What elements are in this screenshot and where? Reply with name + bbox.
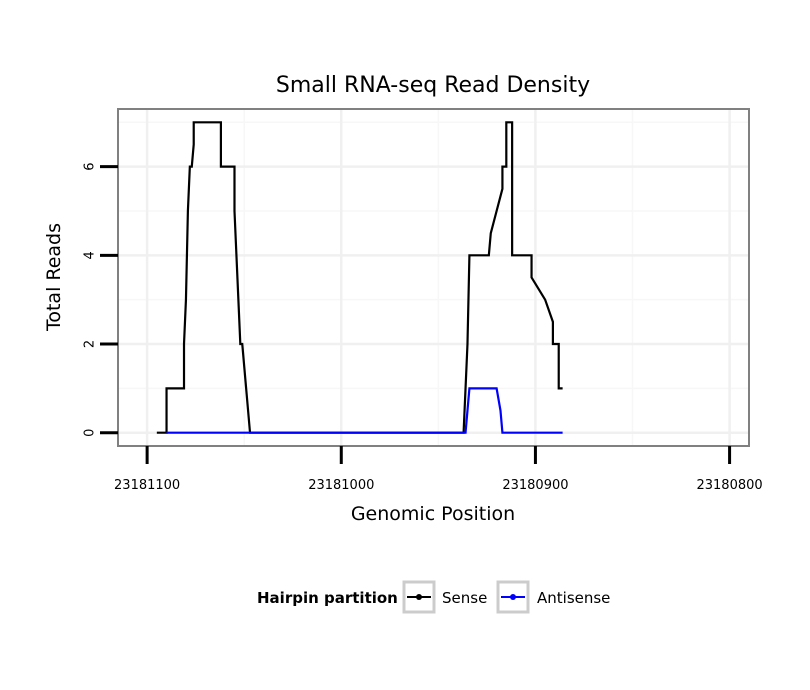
- series-line-antisense: [166, 387, 563, 434]
- x-tick-label: 23180900: [502, 478, 568, 493]
- x-tick-label: 23180800: [696, 478, 762, 493]
- legend-key-point-antisense: [510, 594, 516, 600]
- x-axis-title: Genomic Position: [351, 503, 515, 525]
- legend: Hairpin partition Sense Antisense: [257, 580, 610, 614]
- legend-key-point-sense: [416, 594, 422, 600]
- x-tick-label: 23181100: [114, 478, 180, 493]
- chart-title: Small RNA-seq Read Density: [276, 73, 590, 98]
- x-tick-label: 23181000: [308, 478, 374, 493]
- y-axis-title: Total Reads: [43, 223, 65, 332]
- plot-background: [118, 109, 749, 446]
- plot-panel: 0 2 4 6 23181100 23181000 23180900 23180800: [83, 108, 763, 493]
- legend-item-sense: Sense: [402, 580, 487, 614]
- y-tick-label: 2: [83, 340, 98, 348]
- legend-label-sense: Sense: [442, 589, 487, 607]
- y-tick-label: 4: [83, 251, 98, 259]
- legend-item-antisense: Antisense: [496, 580, 610, 614]
- plot-border: [117, 108, 750, 447]
- legend-title: Hairpin partition: [257, 589, 398, 607]
- y-tick-label: 0: [83, 429, 98, 437]
- legend-label-antisense: Antisense: [537, 589, 610, 607]
- y-tick-label: 6: [83, 163, 98, 171]
